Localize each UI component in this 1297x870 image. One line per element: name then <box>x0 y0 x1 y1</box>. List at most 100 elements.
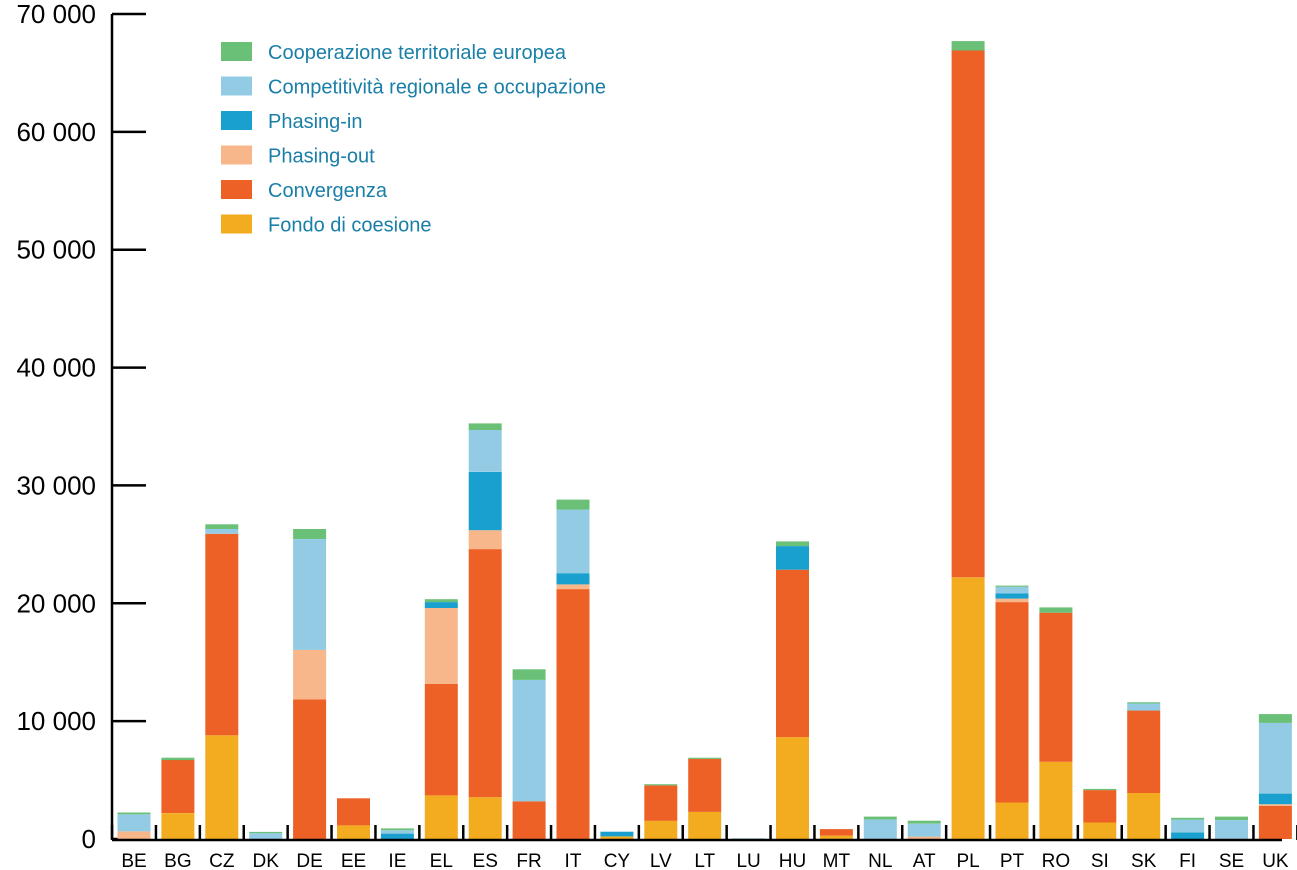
bar-segment-cz-s4 <box>205 529 239 534</box>
bar-segment-fi-s5 <box>1171 817 1205 820</box>
bar-segment-el-s0 <box>424 795 458 839</box>
x-tick-label: IT <box>565 851 582 870</box>
x-tick-label: NL <box>868 851 892 870</box>
bar-segment-fi-s4 <box>1171 819 1205 833</box>
bar-segment-mt-s1 <box>819 829 853 836</box>
x-tick-label: BG <box>164 851 191 870</box>
bar-segment-hu-s0 <box>776 737 809 839</box>
bar-segment-si-s1 <box>1083 790 1117 823</box>
bar-segment-lv-s0 <box>644 820 678 839</box>
bar-segment-dk-s4 <box>249 833 283 839</box>
bar-segment-el-s3 <box>424 602 458 608</box>
bar-segment-cy-s3 <box>600 831 634 837</box>
legend-swatch <box>221 180 252 199</box>
bar-segment-sk-s5 <box>1127 702 1161 704</box>
x-tick-label: CY <box>604 851 631 870</box>
legend-swatch <box>221 42 252 61</box>
bar-segment-de-s5 <box>293 529 327 539</box>
bar-segment-el-s5 <box>424 599 458 603</box>
bar-segment-cz-s0 <box>205 735 239 839</box>
x-tick-label: PT <box>1000 851 1025 870</box>
x-tick-label: HU <box>779 851 806 870</box>
bar-segment-ro-s1 <box>1039 612 1073 762</box>
x-tick-label: RO <box>1042 851 1071 870</box>
bar-segment-bg-s1 <box>161 760 195 813</box>
bar-segment-hu-s3 <box>776 546 809 570</box>
bar-segment-mt-s0 <box>819 835 853 839</box>
bar-segment-at-s4 <box>907 823 941 837</box>
bar-segment-es-s3 <box>468 471 502 531</box>
bar-segment-lt-s0 <box>688 811 722 839</box>
x-tick-label: AT <box>913 851 936 870</box>
bar-segment-be-s5 <box>117 812 151 815</box>
bar-segment-el-s2 <box>424 608 458 684</box>
y-tick-label: 40 000 <box>16 353 96 383</box>
legend-label: Phasing-in <box>268 111 363 133</box>
bar-segment-ie-s4 <box>380 830 414 834</box>
x-tick-label: LU <box>736 851 760 870</box>
bar-segment-ie-s3 <box>380 833 414 839</box>
bar-segment-es-s1 <box>468 549 502 798</box>
legend-label: Phasing-out <box>268 146 375 168</box>
bar-series-group <box>117 41 1292 839</box>
x-tick-label: DE <box>296 851 322 870</box>
bar-segment-uk-s3 <box>1258 793 1292 805</box>
x-tick-label: PL <box>956 851 979 870</box>
bar-segment-si-s0 <box>1083 822 1117 839</box>
bar-segment-be-s2 <box>117 831 151 839</box>
x-tick-label: DK <box>252 851 279 870</box>
bar-segment-fr-s5 <box>512 669 546 680</box>
bar-segment-fr-s4 <box>512 679 546 802</box>
bar-segment-pl-s5 <box>951 41 985 51</box>
bar-segment-lv-s5 <box>644 784 678 786</box>
bar-segment-sk-s1 <box>1127 710 1161 793</box>
bar-segment-it-s5 <box>556 499 590 510</box>
bar-segment-lv-s1 <box>644 785 678 821</box>
bar-segment-de-s4 <box>293 539 327 650</box>
bar-segment-nl-s4 <box>863 819 897 839</box>
bar-segment-cy-s0 <box>600 836 634 839</box>
bar-segment-es-s2 <box>468 530 502 550</box>
legend-swatch <box>221 76 252 96</box>
bar-segment-uk-s5 <box>1258 714 1292 723</box>
bar-segment-hu-s1 <box>776 569 809 738</box>
bar-segment-es-s4 <box>468 430 502 472</box>
bar-segment-de-s2 <box>293 649 327 700</box>
bar-segment-pt-s3 <box>995 593 1029 599</box>
x-tick-label: MT <box>823 851 851 870</box>
bar-segment-bg-s0 <box>161 813 195 839</box>
x-tick-label: IE <box>388 851 406 870</box>
legend-swatch <box>221 145 252 165</box>
y-tick-label: 60 000 <box>16 117 96 147</box>
legend: Cooperazione territoriale europea Competi… <box>221 42 606 237</box>
bar-segment-hu-s5 <box>776 541 809 547</box>
bar-segment-se-s4 <box>1215 820 1248 839</box>
legend-swatch <box>221 111 252 130</box>
bar-segment-es-s5 <box>468 423 502 430</box>
legend-label: Cooperazione territoriale europea <box>268 42 567 64</box>
bar-segment-cz-s1 <box>205 533 239 736</box>
y-tick-label: 0 <box>82 824 96 854</box>
bar-segment-it-s1 <box>556 589 590 839</box>
bar-segment-ee-s0 <box>337 825 370 839</box>
x-tick-label: LV <box>650 851 672 870</box>
bar-segment-el-s1 <box>424 684 458 796</box>
x-tick-label: SK <box>1131 851 1157 870</box>
bar-segment-uk-s2 <box>1258 804 1292 806</box>
x-tick-label: FR <box>516 851 541 870</box>
bar-segment-ee-s1 <box>337 798 370 826</box>
y-tick-label: 10 000 <box>16 706 96 736</box>
x-tick-label: EE <box>341 851 366 870</box>
bar-segment-dk-s5 <box>249 831 283 834</box>
bar-segment-fi-s3 <box>1171 832 1205 839</box>
x-tick-label: FI <box>1179 851 1196 870</box>
bar-segment-cz-s5 <box>205 524 239 529</box>
bar-segment-fr-s1 <box>512 801 546 839</box>
bar-segment-de-s1 <box>293 699 327 839</box>
y-tick-label: 30 000 <box>16 470 96 500</box>
bar-segment-pt-s4 <box>995 586 1029 594</box>
x-tick-label: BE <box>121 851 146 870</box>
bar-segment-sk-s0 <box>1127 793 1161 839</box>
bar-segment-lu-s4 <box>732 838 766 839</box>
